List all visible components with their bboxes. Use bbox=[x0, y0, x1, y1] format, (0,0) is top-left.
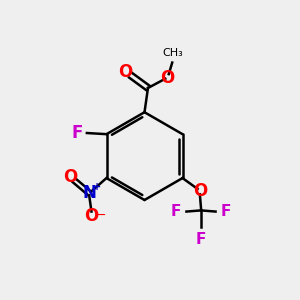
Text: F: F bbox=[71, 124, 83, 142]
Text: F: F bbox=[171, 204, 181, 219]
Text: O: O bbox=[63, 168, 77, 186]
Text: N: N bbox=[82, 184, 96, 202]
Text: +: + bbox=[93, 182, 101, 192]
Text: O: O bbox=[118, 64, 133, 82]
Text: O: O bbox=[193, 182, 207, 200]
Text: O: O bbox=[84, 207, 99, 225]
Text: −: − bbox=[96, 209, 106, 222]
Text: F: F bbox=[196, 232, 206, 247]
Text: CH₃: CH₃ bbox=[162, 48, 183, 59]
Text: O: O bbox=[160, 69, 175, 87]
Text: F: F bbox=[220, 204, 231, 219]
